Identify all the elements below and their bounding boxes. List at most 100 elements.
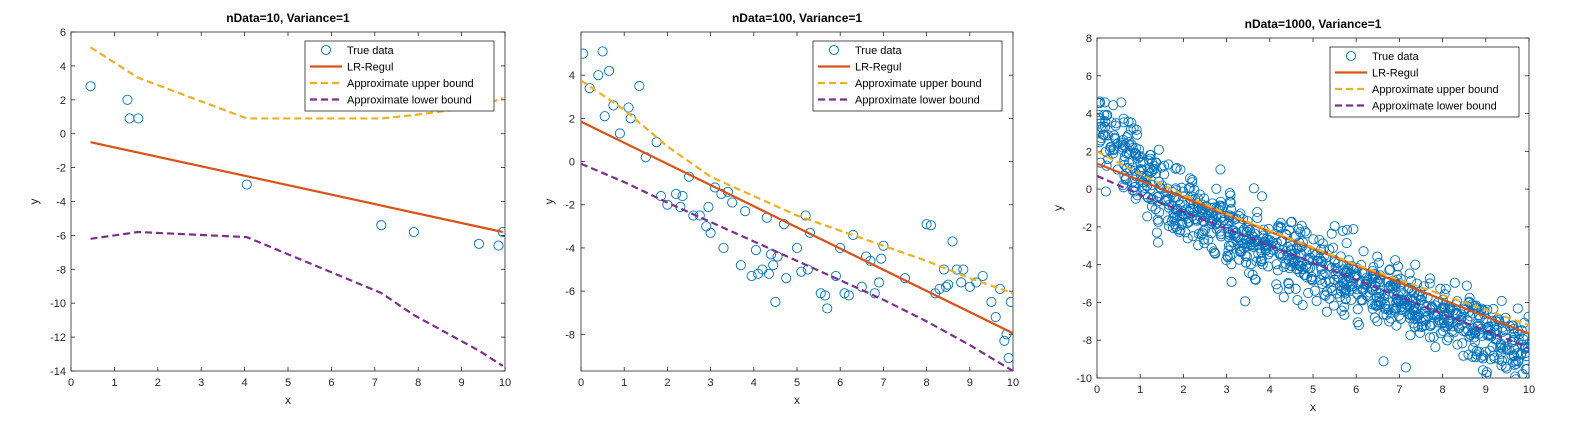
- data-point: [1442, 321, 1453, 332]
- data-point: [1108, 148, 1119, 159]
- data-point: [1330, 268, 1341, 279]
- data-point: [376, 220, 387, 231]
- data-point: [1457, 338, 1468, 349]
- data-point: [1108, 100, 1119, 111]
- chart-panel-2: 0 1 2 3 4 5 6 7 8 9 10 -8 -6 -4 -2 0 2 4 nData=100, Varian…: [542, 11, 1019, 407]
- plot-series: [581, 46, 1013, 371]
- data-point: [1339, 302, 1350, 313]
- data-point: [822, 303, 833, 314]
- legend-label: True data: [855, 45, 903, 57]
- y-tick-label: -10: [1076, 373, 1092, 385]
- y-tick-label: -4: [1082, 260, 1092, 272]
- data-point: [1482, 324, 1493, 335]
- x-tick-label: 6: [1353, 384, 1359, 396]
- data-point: [1385, 307, 1396, 318]
- y-tick-label: 0: [1086, 184, 1092, 196]
- data-point: [947, 236, 958, 247]
- data-point: [1286, 261, 1297, 272]
- x-tick-label: 0: [68, 377, 74, 389]
- data-point: [1496, 360, 1507, 371]
- data-point: [986, 296, 997, 307]
- data-point: [938, 264, 949, 275]
- data-point: [1435, 328, 1446, 339]
- data-point: [1203, 234, 1214, 245]
- data-point: [999, 335, 1010, 346]
- data-point: [1378, 356, 1389, 367]
- data-point: [1380, 303, 1391, 314]
- x-tick-label: 8: [1440, 384, 1446, 396]
- data-point: [1283, 277, 1294, 288]
- data-point: [1252, 206, 1263, 218]
- data-point: [1211, 223, 1222, 235]
- legend-label: LR-Regul: [855, 62, 901, 74]
- x-tick-label: 5: [285, 377, 291, 389]
- data-point: [770, 296, 781, 307]
- data-point: [1283, 278, 1294, 289]
- y-tick-label: -2: [565, 200, 575, 212]
- data-point: [1345, 276, 1356, 287]
- legend-label: Approximate lower bound: [855, 95, 980, 107]
- data-point: [1257, 259, 1268, 270]
- data-point: [1317, 278, 1328, 289]
- y-tick-label: 2: [1086, 146, 1092, 158]
- legend-marker-circle: [828, 44, 840, 56]
- data-point: [940, 281, 952, 292]
- data-point: [1460, 326, 1472, 337]
- data-point: [977, 270, 988, 282]
- data-point: [1252, 212, 1263, 224]
- legend-label: Approximate upper bound: [347, 78, 474, 90]
- legend: True data LR-Regul Approximate upper bound…: [812, 40, 1003, 112]
- data-point: [1452, 339, 1463, 350]
- data-point: [1225, 196, 1236, 207]
- data-point: [1224, 250, 1236, 261]
- data-point: [1275, 217, 1286, 228]
- data-point: [1292, 243, 1303, 254]
- x-tick-label: 4: [1267, 384, 1273, 396]
- data-point: [1324, 276, 1335, 287]
- y-tick-label: -12: [50, 332, 66, 344]
- data-point: [1259, 240, 1270, 251]
- y-tick-label: -8: [565, 329, 575, 341]
- data-point: [718, 242, 729, 253]
- data-point: [1329, 274, 1340, 285]
- data-point: [1391, 293, 1402, 304]
- data-point: [763, 268, 774, 279]
- data-point: [1265, 246, 1276, 257]
- data-point: [1111, 118, 1122, 129]
- data-point: [1415, 327, 1426, 338]
- data-point: [1206, 218, 1217, 229]
- data-point: [1430, 341, 1441, 353]
- data-point: [1501, 363, 1512, 374]
- data-point: [1448, 327, 1459, 338]
- legend-item: True data: [828, 44, 903, 57]
- data-point: [703, 201, 714, 212]
- y-tick-label: 2: [569, 113, 575, 125]
- data-point: [1468, 342, 1479, 354]
- data-point: [1206, 243, 1217, 254]
- data-point: [1308, 234, 1319, 245]
- chart-title: nData=1000, Variance=1: [1245, 17, 1382, 31]
- data-point: [1302, 263, 1314, 274]
- data-point: [1241, 257, 1252, 268]
- data-point: [830, 270, 841, 282]
- y-axis-label: y: [1051, 205, 1065, 211]
- data-point: [597, 46, 608, 57]
- data-point: [1521, 351, 1529, 362]
- data-point: [1509, 359, 1520, 370]
- data-point: [1510, 374, 1521, 378]
- x-tick-label: 1: [621, 377, 627, 389]
- data-point: [1232, 232, 1243, 243]
- data-point: [1495, 338, 1506, 349]
- data-point: [1097, 98, 1106, 109]
- data-point: [1097, 157, 1106, 168]
- data-point: [925, 220, 936, 231]
- legend-label: LR-Regul: [1372, 68, 1418, 80]
- data-point: [943, 279, 954, 290]
- data-point: [746, 270, 757, 282]
- data-point: [1507, 357, 1519, 368]
- data-point: [1284, 283, 1295, 294]
- y-tick-label: 6: [1086, 71, 1092, 83]
- data-point: [1175, 225, 1186, 236]
